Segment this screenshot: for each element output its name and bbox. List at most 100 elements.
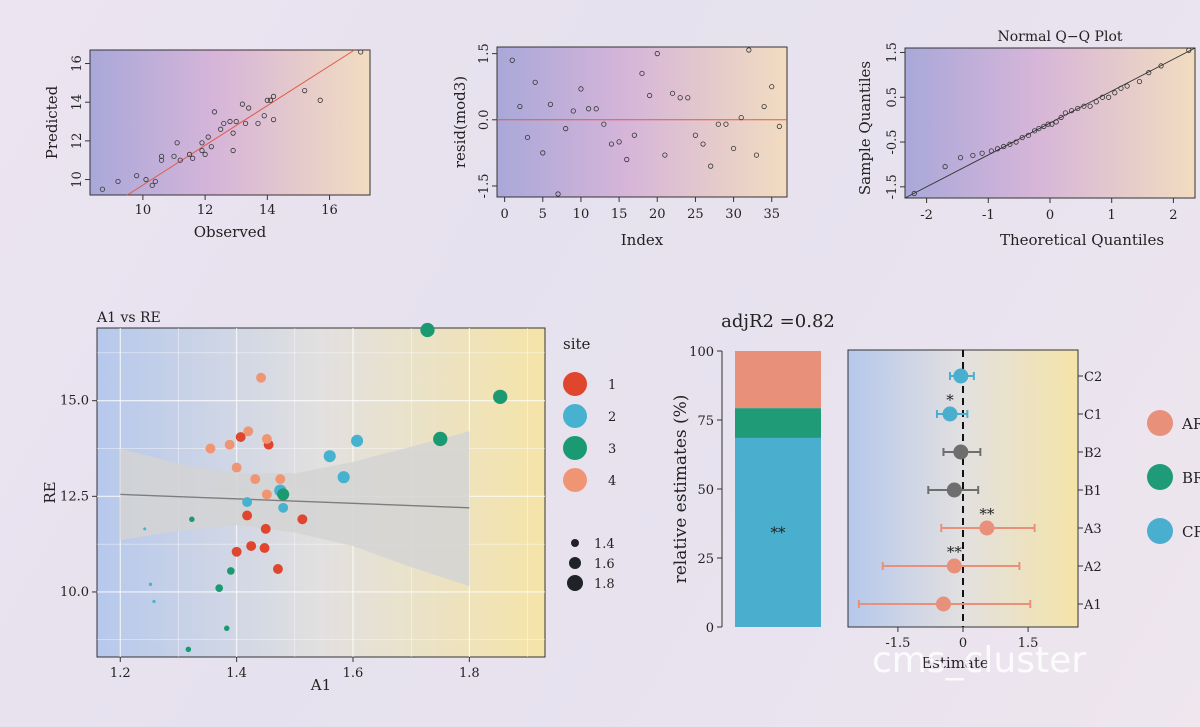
- site-legend-swatch-4: [563, 468, 587, 492]
- qq-point-21: [1075, 105, 1081, 112]
- pred-obs-point-19: [218, 126, 224, 132]
- group-legend-label-cr: CR: [1182, 523, 1200, 541]
- resid-point-2: [524, 134, 531, 141]
- pred-obs-x-tick-label-3: 16: [321, 203, 338, 218]
- qq-point-10: [1019, 134, 1025, 141]
- pred-obs-y-tick-label-1: 12: [70, 133, 85, 150]
- resid-point-29: [730, 145, 737, 152]
- resid-point-18: [647, 92, 653, 99]
- estimate-sig-c1: *: [946, 391, 954, 409]
- a1-re-point-6: [231, 546, 242, 557]
- a1-re-y-tick-label-1: 12.5: [60, 489, 89, 504]
- qq-point-25: [1099, 94, 1106, 100]
- qq-y-tick-label-0: -1.5: [885, 174, 900, 199]
- a1-re-x-tick-label-1: 1.4: [226, 666, 247, 681]
- bar-y-tick-label-1: 25: [697, 552, 714, 567]
- estimates-category-label-b1: B1: [1084, 484, 1102, 499]
- estimate-point-b2: [953, 444, 969, 460]
- size-legend-label-1: 1.6: [594, 557, 615, 572]
- pred-obs-point-7: [158, 153, 165, 159]
- a1-re-point-31: [205, 443, 216, 454]
- qq-point-31: [1146, 70, 1152, 76]
- qq-point-30: [1136, 78, 1143, 85]
- qq-y-tick-label-1: -0.5: [885, 129, 900, 154]
- qq-x-tick-label-1: -1: [982, 208, 995, 223]
- resid-point-11: [593, 106, 599, 112]
- pred-obs-point-29: [261, 113, 267, 119]
- a1-re-point-7: [259, 543, 270, 553]
- pred-obs-point-35: [317, 97, 323, 103]
- pred-obs-fit-line: [127, 49, 355, 196]
- resid-point-30: [738, 114, 744, 121]
- resid-point-17: [639, 70, 645, 77]
- pred-obs-point-26: [242, 120, 249, 127]
- qq-y-tick-label-2: 0.5: [885, 87, 900, 108]
- a1-re-point-20: [433, 431, 448, 447]
- qq-point-20: [1068, 108, 1075, 114]
- resid-y-tick-label-2: 1.5: [477, 43, 492, 64]
- site-legend-swatch-1: [563, 372, 587, 396]
- group-legend-label-br: BR: [1182, 469, 1200, 487]
- pred-obs-y-tick-label-2: 14: [70, 94, 85, 111]
- qq-point-29: [1124, 83, 1130, 89]
- watermark-text: cms_cluster: [872, 640, 1086, 681]
- pred-obs-x-tick-label-1: 12: [197, 203, 214, 218]
- resid-point-3: [532, 79, 538, 85]
- bar-segment-br: [735, 408, 821, 438]
- pred-obs-xlabel: Observed: [194, 223, 267, 241]
- estimates-category-label-a1: A1: [1083, 598, 1102, 613]
- a1-re-point-12: [242, 497, 253, 508]
- a1-re-point-29: [261, 433, 272, 444]
- a1-re-point-21: [277, 488, 290, 501]
- a1-re-x-tick-label-0: 1.2: [110, 666, 131, 681]
- pred-obs-point-9: [174, 140, 180, 146]
- estimate-sig-a2: **: [947, 543, 963, 561]
- resid-point-25: [700, 141, 706, 147]
- qq-x-tick-label-0: -2: [920, 208, 933, 223]
- resid-point-14: [616, 139, 622, 145]
- a1-re-point-9: [143, 527, 147, 531]
- bar-segment-label-cr: **: [771, 523, 787, 541]
- qq-point-11: [1025, 132, 1032, 138]
- estimates-category-label-a2: A2: [1083, 560, 1102, 575]
- qq-point-4: [979, 150, 985, 156]
- a1-re-point-35: [261, 489, 272, 500]
- resid-point-33: [761, 103, 767, 110]
- pred-obs-point-18: [211, 109, 218, 115]
- a1-re-point-18: [420, 322, 435, 338]
- a1-re-point-4: [297, 514, 308, 525]
- a1-re-confidence-band: [120, 431, 470, 587]
- pred-obs-x-tick-label-0: 10: [135, 203, 152, 218]
- pred-obs-point-22: [230, 147, 236, 154]
- estimate-point-a3: [979, 520, 995, 536]
- estimate-point-a1: [935, 596, 951, 612]
- a1-re-point-2: [242, 510, 253, 521]
- a1-re-point-26: [185, 646, 192, 653]
- a1-re-x-tick-label-3: 1.8: [459, 666, 480, 681]
- site-legend-label-3: 3: [608, 442, 616, 457]
- a1-re-xlabel: A1: [310, 676, 331, 694]
- resid-x-tick-label-1: 5: [539, 207, 547, 222]
- qq-point-19: [1062, 110, 1069, 116]
- pred-obs-point-24: [233, 118, 239, 125]
- pred-obs-point-0: [99, 186, 106, 192]
- pred-obs-point-25: [239, 101, 246, 107]
- a1-re-point-25: [223, 625, 230, 632]
- group-legend-label-ar: AR: [1181, 415, 1200, 433]
- size-legend-swatch-2: [567, 575, 583, 591]
- a1-re-point-0: [235, 432, 246, 442]
- group-legend-swatch-cr: [1147, 518, 1173, 544]
- estimates-xlabel: Estimate: [921, 654, 989, 672]
- resid-point-20: [662, 152, 668, 158]
- a1-re-fit-line: [120, 493, 470, 509]
- estimate-point-c2: [953, 368, 969, 384]
- pred-obs-point-8: [171, 153, 177, 159]
- qq-title: Normal Q−Q Plot: [997, 29, 1122, 45]
- qq-point-8: [1007, 141, 1013, 147]
- resid-point-34: [769, 84, 775, 90]
- bar-segment-ar: [735, 351, 821, 409]
- pred-obs-panel: [89, 49, 371, 196]
- bar-y-tick-label-0: 0: [706, 621, 714, 636]
- size-legend-label-0: 1.4: [594, 537, 615, 552]
